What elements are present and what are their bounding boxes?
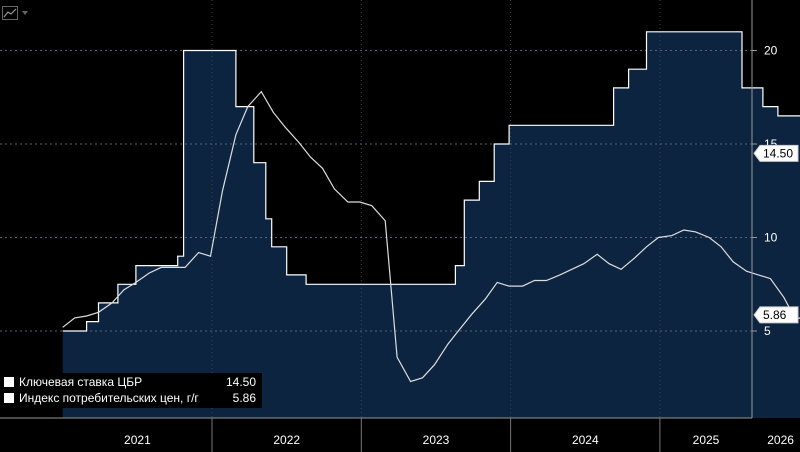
legend: Ключевая ставка ЦБР 14.50 Индекс потреби… [0, 373, 262, 408]
cpi-line [62, 90, 800, 383]
cpi-last-value-tag [753, 306, 799, 324]
legend-value: 14.50 [225, 375, 256, 389]
y-tick-label: 5 [764, 324, 771, 338]
key-rate-area [62, 31, 800, 418]
legend-swatch [4, 393, 14, 403]
x-tick-label: 2024 [572, 433, 599, 447]
legend-item-cpi: Индекс потребительских цен, г/г 5.86 [0, 390, 262, 406]
chart-type-button[interactable] [2, 4, 32, 22]
y-tick-label: 10 [764, 231, 778, 245]
chevron-down-icon[interactable] [20, 6, 30, 20]
key-rate-last-value: 14.50 [763, 146, 793, 160]
series-lines [62, 31, 800, 383]
x-tick-label: 2021 [124, 433, 151, 447]
legend-label: Индекс потребительских цен, г/г [19, 391, 199, 405]
legend-swatch [4, 377, 14, 387]
key-rate-fill [62, 31, 800, 418]
legend-value: 5.86 [232, 391, 256, 405]
legend-item-key-rate: Ключевая ставка ЦБР 14.50 [0, 374, 262, 390]
x-tick-label: 2026 [767, 433, 794, 447]
line-chart-icon [2, 6, 18, 20]
key-rate-last-value-tag [753, 144, 799, 162]
legend-label: Ключевая ставка ЦБР [19, 375, 143, 389]
x-tick-label: 2023 [423, 433, 450, 447]
key-rate-line [62, 31, 800, 332]
y-tick-label: 20 [764, 44, 778, 58]
x-tick-label: 2025 [693, 433, 720, 447]
cpi-last-value: 5.86 [763, 308, 787, 322]
gridlines [0, 0, 752, 418]
x-tick-label: 2022 [273, 433, 300, 447]
